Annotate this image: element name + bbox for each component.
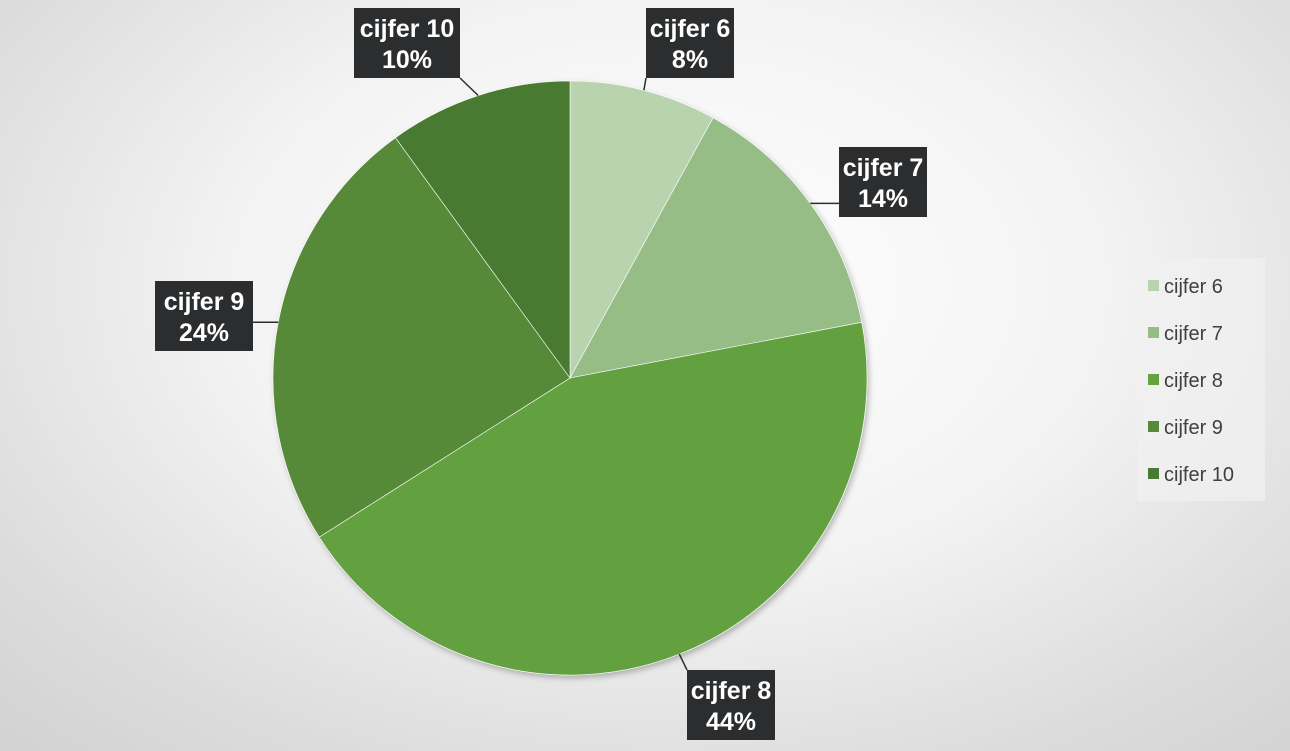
legend-swatch-cijfer-7 <box>1148 327 1159 338</box>
legend-label-cijfer-10: cijfer 10 <box>1164 464 1234 486</box>
pie-slice-cijfer-7 <box>569 117 863 379</box>
data-label-box-cijfer-6 <box>646 8 734 78</box>
legend-label-cijfer-8: cijfer 8 <box>1164 370 1223 392</box>
data-label-value-cijfer-7: 14% <box>858 185 908 213</box>
legend-swatch-cijfer-9 <box>1148 421 1159 432</box>
data-label-box-cijfer-10 <box>354 8 460 78</box>
leader-lines <box>253 77 839 671</box>
leader-line-cijfer-10 <box>459 77 479 97</box>
leader-line-cijfer-8 <box>678 653 688 671</box>
data-label-value-cijfer-9: 24% <box>179 319 229 347</box>
legend-swatch-cijfer-10 <box>1148 468 1159 479</box>
legend-swatch-cijfer-6 <box>1148 280 1159 291</box>
data-label-box-cijfer-7 <box>839 147 927 217</box>
data-label-box-cijfer-9 <box>155 281 253 351</box>
data-label-name-cijfer-8: cijfer 8 <box>691 677 772 705</box>
leader-line-cijfer-6 <box>643 77 647 91</box>
data-label-name-cijfer-6: cijfer 6 <box>650 15 731 43</box>
data-label-name-cijfer-10: cijfer 10 <box>360 15 455 43</box>
pie-slice-cijfer-6 <box>569 80 714 379</box>
data-label-value-cijfer-6: 8% <box>672 46 708 74</box>
data-label-name-cijfer-9: cijfer 9 <box>164 288 245 316</box>
data-label-name-cijfer-7: cijfer 7 <box>843 154 924 182</box>
legend-label-cijfer-7: cijfer 7 <box>1164 323 1223 345</box>
data-label-box-cijfer-8 <box>687 670 775 740</box>
pie-slices <box>272 80 868 676</box>
legend: cijfer 6 cijfer 7 cijfer 8 cijfer 9 cijfer 1… <box>1137 258 1265 501</box>
data-label-value-cijfer-10: 10% <box>382 46 432 74</box>
legend-label-cijfer-6: cijfer 6 <box>1164 276 1223 298</box>
legend-swatch-cijfer-8 <box>1148 374 1159 385</box>
data-labels: cijfer 6 8% cijfer 7 14% cijfer 8 44% cijfer 9… <box>155 8 927 740</box>
legend-label-cijfer-9: cijfer 9 <box>1164 417 1223 439</box>
pie-slice-cijfer-10 <box>395 80 571 379</box>
data-label-value-cijfer-8: 44% <box>706 708 756 736</box>
